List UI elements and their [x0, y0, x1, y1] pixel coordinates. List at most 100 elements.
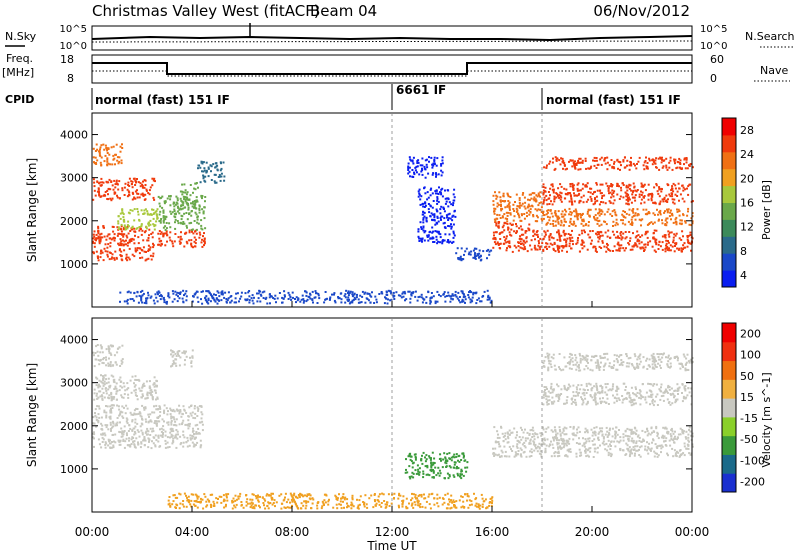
velocity-cell [119, 439, 122, 442]
power-cell [504, 217, 507, 220]
velocity-cell [555, 395, 558, 398]
power-cell [148, 228, 151, 231]
power-cell [157, 243, 160, 246]
velocity-cell [191, 437, 194, 440]
power-cell [552, 191, 555, 194]
power-cell [559, 183, 562, 186]
power-cell [530, 239, 533, 242]
velocity-cell [183, 408, 186, 411]
power-cell [672, 221, 675, 224]
power-cell [606, 168, 609, 171]
power-cell [496, 241, 499, 244]
power-cell [165, 227, 168, 230]
velocity-cell [101, 351, 104, 354]
velocity-cell [151, 430, 154, 433]
velocity-cell [103, 380, 106, 383]
power-cell [215, 162, 218, 165]
power-cell [505, 211, 508, 214]
power-cell [123, 300, 126, 303]
power-cell [445, 295, 448, 297]
velocity-cell [528, 432, 531, 435]
power-cell [662, 165, 665, 168]
velocity-cell [688, 426, 691, 429]
power-cell [137, 213, 140, 216]
power-cell [537, 192, 540, 195]
power-cell [439, 233, 442, 236]
power-cell [671, 193, 673, 196]
power-cell [472, 291, 475, 294]
power-cell [392, 291, 395, 294]
power-cell [138, 252, 141, 255]
power-cell [453, 196, 456, 199]
power-cell [427, 234, 430, 237]
power-cell [164, 232, 167, 235]
power-cell [173, 215, 176, 218]
power-cell [457, 257, 460, 259]
velocity-cell [639, 394, 642, 397]
power-cell [559, 191, 562, 194]
power-cell [495, 217, 498, 220]
velocity-cell [602, 357, 605, 359]
velocity-cell [631, 400, 634, 403]
power-cell [611, 166, 614, 169]
power-cell [203, 167, 206, 170]
power-cell [510, 234, 513, 237]
power-cell [658, 187, 661, 190]
power-cell [127, 181, 130, 184]
power-cell [690, 249, 692, 252]
power-cell [680, 222, 683, 225]
power-cell [550, 200, 552, 203]
power-cell [462, 293, 465, 296]
velocity-cell [628, 394, 631, 397]
velocity-cell [630, 439, 633, 442]
power-cell [617, 160, 620, 163]
velocity-cell [172, 354, 175, 357]
velocity-cell [561, 442, 564, 445]
power-cell [555, 159, 558, 162]
velocity-cell [626, 362, 629, 365]
velocity-cell [657, 356, 660, 358]
power-cell [599, 158, 602, 161]
velocity-cell [107, 348, 110, 351]
power-cell [225, 298, 228, 300]
velocity-cell [171, 351, 174, 354]
power-cell [447, 205, 450, 208]
velocity-cell [630, 399, 633, 401]
power-cell [622, 160, 625, 163]
power-cell [614, 211, 617, 214]
velocity-cell [666, 452, 669, 455]
velocity-cell [567, 387, 570, 390]
power-cell [576, 215, 579, 218]
power-cell [252, 302, 255, 305]
velocity-cell [526, 431, 529, 434]
power-cell [587, 167, 590, 170]
power-cell [116, 234, 119, 237]
velocity-cell [155, 384, 158, 387]
power-cell [513, 215, 516, 218]
power-cell [601, 234, 604, 237]
power-cell [584, 160, 587, 162]
power-cell [452, 193, 455, 196]
velocity-cell [107, 377, 110, 380]
power-cell [577, 168, 580, 171]
power-cell [181, 207, 184, 210]
power-cell [138, 229, 141, 232]
power-cell [128, 193, 130, 196]
velocity-cell [108, 351, 111, 354]
power-cell [486, 298, 489, 301]
velocity-cell [143, 406, 145, 409]
power-cell [609, 191, 612, 194]
power-cell [560, 185, 563, 188]
power-cell [423, 231, 426, 234]
power-cell [426, 234, 429, 237]
power-cell [612, 220, 615, 223]
power-cell [638, 193, 641, 196]
power-cell [488, 298, 491, 301]
power-cell [572, 189, 575, 191]
velocity-cell [684, 436, 687, 439]
power-cell [93, 242, 96, 245]
power-cell [640, 198, 643, 201]
power-cell [196, 221, 199, 224]
velocity-cell [678, 455, 681, 458]
velocity-cell [632, 431, 635, 434]
